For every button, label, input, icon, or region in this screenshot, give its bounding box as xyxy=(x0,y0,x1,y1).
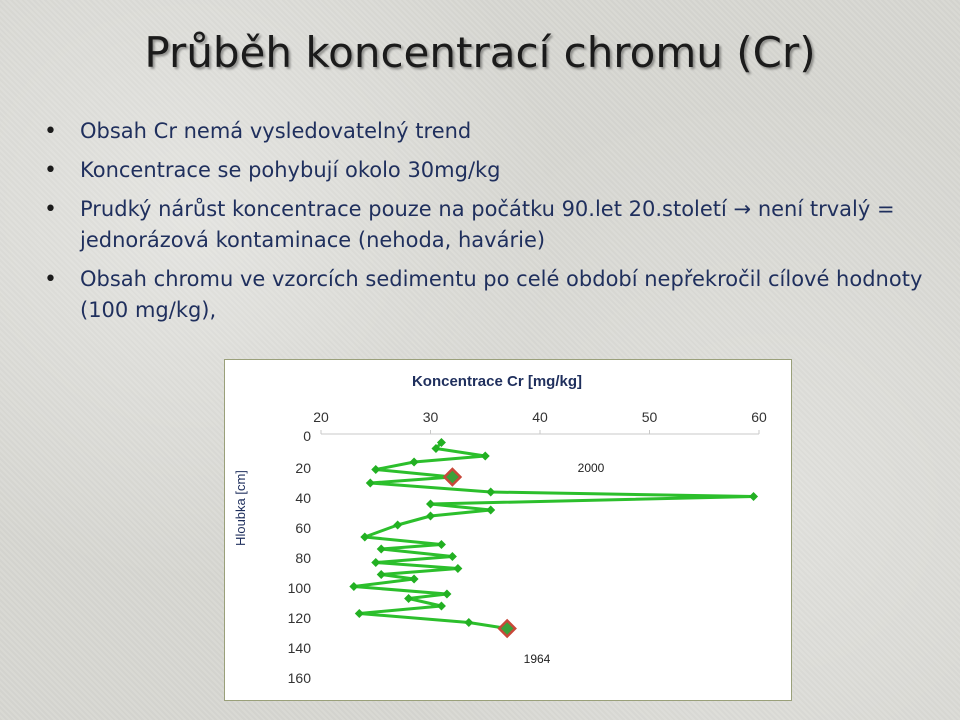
data-point xyxy=(480,451,490,461)
x-tick-label: 60 xyxy=(751,409,767,425)
data-point xyxy=(376,570,386,579)
data-point xyxy=(486,505,496,515)
data-point xyxy=(436,438,446,447)
bullet-list: Obsah Cr nemá vysledovatelný trend Konce… xyxy=(44,116,924,334)
data-point xyxy=(436,540,446,549)
data-point xyxy=(431,444,441,453)
data-point xyxy=(360,532,370,542)
y-axis-label: Hloubka [cm] xyxy=(233,470,248,546)
chart-frame: Koncentrace Cr [mg/kg] Hloubka [cm] 20 30… xyxy=(224,359,792,701)
y-tick-label: 120 xyxy=(288,610,312,626)
series-line xyxy=(352,441,755,630)
y-tick-label: 160 xyxy=(288,670,312,686)
highlight-point xyxy=(442,467,463,487)
y-tick-label: 20 xyxy=(295,460,311,476)
data-point xyxy=(749,492,759,501)
concentration-chart: Koncentrace Cr [mg/kg] Hloubka [cm] 20 30… xyxy=(233,373,767,686)
data-point xyxy=(393,520,403,530)
data-point xyxy=(442,589,452,599)
bullet-item: Prudký nárůst koncentrace pouze na počát… xyxy=(44,194,924,256)
y-tick-label: 40 xyxy=(295,490,311,506)
year-annotation: 2000 xyxy=(578,461,605,475)
data-point xyxy=(464,618,474,627)
data-point xyxy=(426,511,435,521)
data-point xyxy=(453,564,463,573)
bullet-item: Obsah Cr nemá vysledovatelný trend xyxy=(44,116,924,147)
data-point xyxy=(436,601,446,611)
bullet-item: Obsah chromu ve vzorcích sedimentu po ce… xyxy=(44,264,924,326)
x-tick-label: 40 xyxy=(532,409,548,425)
data-point xyxy=(371,558,381,567)
slide-title: Průběh koncentrací chromu (Cr) xyxy=(144,28,816,77)
data-point xyxy=(409,574,419,584)
y-tick-label: 60 xyxy=(295,520,311,536)
y-tick-label: 0 xyxy=(303,428,311,444)
data-point xyxy=(376,544,386,554)
x-tick-label: 30 xyxy=(423,409,439,425)
y-tick-label: 140 xyxy=(288,640,312,656)
data-point xyxy=(486,487,496,497)
bullet-item: Koncentrace se pohybují okolo 30mg/kg xyxy=(44,155,924,186)
data-point xyxy=(349,582,359,591)
data-point xyxy=(404,594,414,603)
y-tick-label: 80 xyxy=(295,550,311,566)
data-point xyxy=(409,457,419,467)
year-annotation: 1964 xyxy=(524,652,551,666)
data-point xyxy=(354,609,364,618)
data-point xyxy=(426,499,435,509)
x-tick-label: 50 xyxy=(642,409,658,425)
data-point xyxy=(365,478,375,488)
chart-title: Koncentrace Cr [mg/kg] xyxy=(412,373,582,390)
highlight-point xyxy=(497,618,517,639)
y-tick-label: 100 xyxy=(288,580,312,596)
data-point xyxy=(371,465,381,474)
x-tick-label: 20 xyxy=(313,409,329,425)
data-point xyxy=(447,552,457,561)
